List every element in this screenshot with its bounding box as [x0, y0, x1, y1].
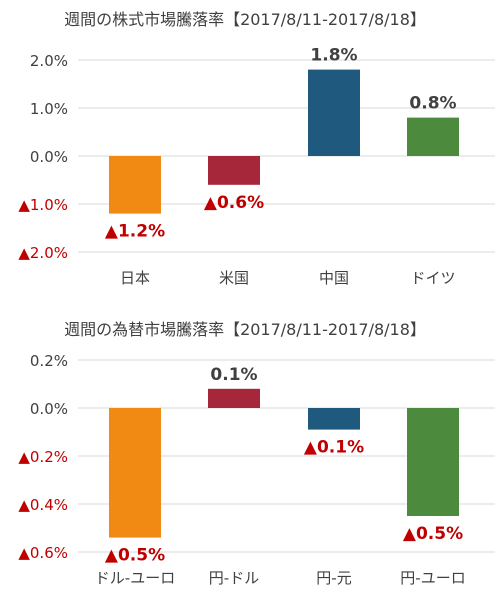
y-tick-label: 0.2% [30, 352, 68, 370]
category-label: 中国 [319, 269, 349, 287]
data-label: ▲0.5% [105, 546, 165, 566]
y-tick-label: ▲0.6% [18, 544, 68, 562]
category-label: 米国 [219, 269, 249, 287]
bar [208, 388, 260, 408]
y-tick-label: ▲1.0% [18, 196, 68, 214]
data-label: 1.8% [310, 46, 357, 66]
chart-title: 週間の株式市場騰落率【2017/8/11-2017/8/18】 [64, 10, 426, 29]
category-label: ドル-ユーロ [95, 569, 175, 587]
data-label: ▲1.2% [105, 222, 165, 242]
bar [308, 408, 360, 430]
y-tick-label: ▲0.4% [18, 496, 68, 514]
data-label: 0.8% [409, 94, 456, 114]
category-label: 円-元 [316, 569, 351, 587]
y-tick-label: ▲2.0% [18, 244, 68, 262]
bar [407, 117, 459, 156]
category-label: 日本 [120, 269, 150, 287]
bar [208, 156, 260, 185]
data-label: 0.1% [210, 365, 257, 385]
bar [308, 69, 360, 156]
data-label: ▲0.1% [304, 438, 364, 458]
bar [109, 156, 161, 214]
bar [109, 408, 161, 538]
bar [407, 408, 459, 516]
y-tick-label: 1.0% [30, 100, 68, 118]
y-tick-label: ▲0.2% [18, 448, 68, 466]
data-label: ▲0.5% [403, 524, 463, 544]
data-label: ▲0.6% [204, 193, 264, 213]
y-tick-label: 0.0% [30, 148, 68, 166]
category-label: 円-ドル [209, 569, 259, 587]
chart-title: 週間の為替市場騰落率【2017/8/11-2017/8/18】 [64, 320, 426, 339]
category-label: ドイツ [410, 269, 455, 287]
category-label: 円-ユーロ [400, 569, 465, 587]
y-tick-label: 2.0% [30, 52, 68, 70]
y-tick-label: 0.0% [30, 400, 68, 418]
